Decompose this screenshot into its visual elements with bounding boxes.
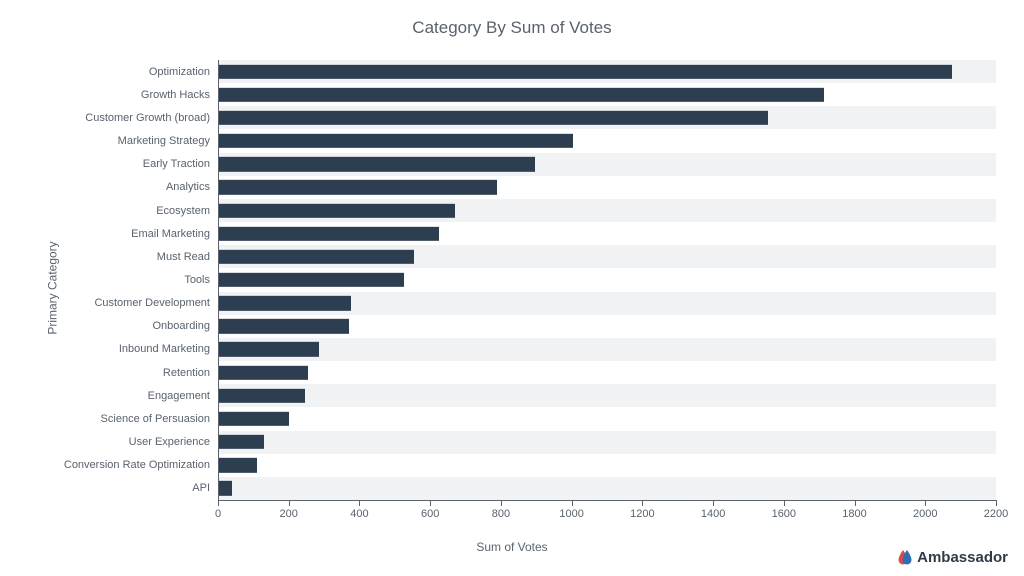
- category-label: Early Traction: [143, 158, 218, 170]
- category-label: API: [192, 482, 218, 494]
- x-tick-mark: [996, 500, 997, 506]
- plot-area: APIConversion Rate OptimizationUser Expe…: [218, 60, 996, 500]
- x-tick-label: 2200: [984, 508, 1008, 520]
- category-label: Customer Growth (broad): [85, 112, 218, 124]
- bar: [218, 203, 455, 217]
- category-label: Inbound Marketing: [119, 343, 218, 355]
- bar: [218, 227, 439, 241]
- category-label: Marketing Strategy: [118, 135, 218, 147]
- x-tick-label: 1200: [630, 508, 654, 520]
- chart-row: Early Traction: [218, 153, 996, 176]
- chart-row: Growth Hacks: [218, 83, 996, 106]
- chart-row: Customer Development: [218, 292, 996, 315]
- branding: Ambassador: [897, 548, 1008, 566]
- category-label: Science of Persuasion: [101, 413, 218, 425]
- bar: [218, 111, 768, 125]
- chart-row: Science of Persuasion: [218, 407, 996, 430]
- bar: [218, 157, 535, 171]
- category-label: Tools: [184, 274, 218, 286]
- x-tick-label: 1000: [559, 508, 583, 520]
- x-tick-label: 200: [280, 508, 298, 520]
- row-background: [218, 384, 996, 407]
- ambassador-logo-icon: [897, 548, 913, 566]
- row-background: [218, 338, 996, 361]
- chart-row: Marketing Strategy: [218, 129, 996, 152]
- x-tick-mark: [784, 500, 785, 506]
- bar: [218, 342, 319, 356]
- bar: [218, 296, 351, 310]
- y-axis-line: [218, 60, 219, 500]
- category-label: Growth Hacks: [141, 89, 218, 101]
- x-tick-mark: [359, 500, 360, 506]
- x-tick-mark: [218, 500, 219, 506]
- bar: [218, 250, 414, 264]
- category-label: Retention: [163, 367, 218, 379]
- chart-row: Engagement: [218, 384, 996, 407]
- chart-row: Customer Growth (broad): [218, 106, 996, 129]
- x-tick-mark: [430, 500, 431, 506]
- x-tick-label: 800: [492, 508, 510, 520]
- chart-row: Must Read: [218, 245, 996, 268]
- x-axis-title: Sum of Votes: [0, 540, 1024, 554]
- x-tick-mark: [501, 500, 502, 506]
- x-tick-label: 1600: [772, 508, 796, 520]
- category-label: Optimization: [149, 66, 218, 78]
- chart-row: Conversion Rate Optimization: [218, 454, 996, 477]
- row-background: [218, 361, 996, 384]
- category-label: Email Marketing: [131, 228, 218, 240]
- chart-row: Email Marketing: [218, 222, 996, 245]
- bar: [218, 64, 952, 78]
- chart-row: Optimization: [218, 60, 996, 83]
- x-tick-label: 1800: [842, 508, 866, 520]
- category-label: Conversion Rate Optimization: [64, 459, 218, 471]
- category-label: Analytics: [166, 181, 218, 193]
- x-tick-label: 600: [421, 508, 439, 520]
- branding-label: Ambassador: [917, 549, 1008, 566]
- chart-row: Ecosystem: [218, 199, 996, 222]
- bar: [218, 481, 232, 495]
- chart-row: Inbound Marketing: [218, 338, 996, 361]
- x-tick-mark: [642, 500, 643, 506]
- chart-row: Tools: [218, 268, 996, 291]
- bar: [218, 435, 264, 449]
- x-tick-mark: [855, 500, 856, 506]
- x-tick-mark: [572, 500, 573, 506]
- category-label: Must Read: [157, 251, 218, 263]
- category-label: Ecosystem: [156, 205, 218, 217]
- row-background: [218, 454, 996, 477]
- bar: [218, 458, 257, 472]
- row-background: [218, 407, 996, 430]
- chart-row: Retention: [218, 361, 996, 384]
- bar: [218, 319, 349, 333]
- x-tick-mark: [289, 500, 290, 506]
- chart-row: Onboarding: [218, 315, 996, 338]
- chart-row: User Experience: [218, 431, 996, 454]
- row-background: [218, 431, 996, 454]
- x-tick-mark: [925, 500, 926, 506]
- bar: [218, 412, 289, 426]
- x-axis-ticks: 0200400600800100012001400160018002000220…: [218, 500, 996, 524]
- category-label: Customer Development: [94, 297, 218, 309]
- row-background: [218, 477, 996, 500]
- category-label: Engagement: [148, 390, 218, 402]
- chart-container: Category By Sum of Votes Primary Categor…: [0, 0, 1024, 576]
- bar: [218, 180, 497, 194]
- bar: [218, 273, 404, 287]
- x-tick-label: 1400: [701, 508, 725, 520]
- bar: [218, 88, 824, 102]
- category-label: Onboarding: [153, 320, 219, 332]
- bar: [218, 389, 305, 403]
- x-tick-label: 400: [350, 508, 368, 520]
- bar: [218, 365, 308, 379]
- x-tick-label: 0: [215, 508, 221, 520]
- y-axis-title: Primary Category: [46, 241, 60, 334]
- chart-row: API: [218, 477, 996, 500]
- bar: [218, 134, 573, 148]
- chart-title: Category By Sum of Votes: [0, 18, 1024, 38]
- chart-row: Analytics: [218, 176, 996, 199]
- category-label: User Experience: [129, 436, 218, 448]
- x-tick-label: 2000: [913, 508, 937, 520]
- x-tick-mark: [713, 500, 714, 506]
